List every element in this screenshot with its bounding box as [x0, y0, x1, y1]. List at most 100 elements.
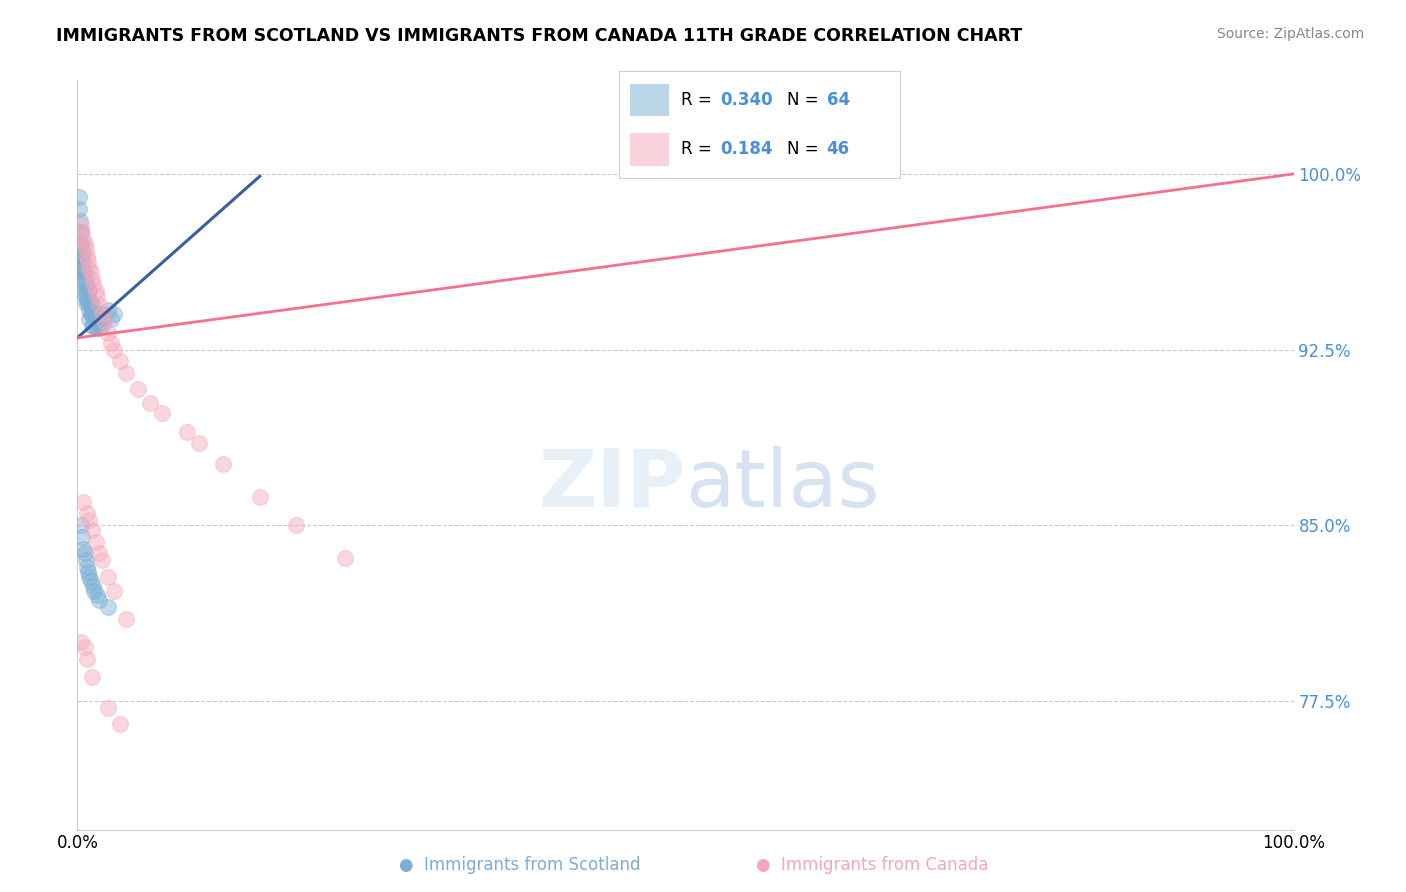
Point [79, 284, 101, 298]
Point [83, 312, 105, 326]
Point [73, 546, 96, 560]
Point [84, 307, 107, 322]
Point [97, 569, 120, 583]
Point [100, 312, 122, 326]
Point [80, 307, 103, 322]
Point [108, 354, 131, 368]
Point [79, 302, 101, 317]
Point [73, 289, 96, 303]
Point [80, 272, 103, 286]
Point [97, 302, 120, 317]
Point [79, 569, 101, 583]
Point [70, 219, 93, 233]
Point [249, 490, 271, 504]
Point [108, 717, 131, 731]
Point [80, 574, 103, 589]
Point [76, 293, 98, 308]
Text: N =: N = [787, 141, 824, 159]
Point [97, 326, 120, 340]
Text: atlas: atlas [686, 446, 880, 524]
Point [77, 284, 100, 298]
Point [89, 321, 111, 335]
Point [115, 366, 138, 380]
Point [89, 593, 111, 607]
Point [90, 553, 112, 567]
Bar [630, 134, 669, 166]
Point [76, 560, 98, 574]
Text: 0.184: 0.184 [720, 141, 772, 159]
Point [84, 319, 107, 334]
Point [333, 550, 356, 566]
Point [72, 541, 94, 556]
Point [72, 260, 94, 275]
Point [70, 635, 93, 649]
Text: ●  Immigrants from Canada: ● Immigrants from Canada [755, 855, 988, 873]
Text: IMMIGRANTS FROM SCOTLAND VS IMMIGRANTS FROM CANADA 11TH GRADE CORRELATION CHART: IMMIGRANTS FROM SCOTLAND VS IMMIGRANTS F… [56, 27, 1022, 45]
Point [176, 425, 198, 439]
Text: 64: 64 [827, 91, 849, 109]
Point [70, 260, 93, 275]
Point [188, 436, 211, 450]
Point [115, 612, 138, 626]
Point [80, 670, 103, 684]
Point [73, 265, 96, 279]
Point [93, 314, 115, 328]
Point [84, 284, 107, 298]
Text: N =: N = [787, 91, 824, 109]
Point [70, 237, 93, 252]
Point [70, 226, 93, 240]
Point [73, 237, 96, 252]
Point [80, 265, 103, 279]
Point [82, 579, 104, 593]
Point [79, 513, 101, 527]
Text: 46: 46 [827, 141, 849, 159]
Point [70, 253, 93, 268]
Point [79, 312, 101, 326]
Point [69, 213, 91, 227]
Point [103, 583, 125, 598]
Point [86, 588, 108, 602]
Point [103, 343, 125, 357]
Point [97, 700, 120, 714]
Point [69, 249, 91, 263]
Point [75, 242, 97, 256]
Point [72, 494, 94, 508]
Point [70, 518, 93, 533]
Point [70, 249, 93, 263]
Point [72, 232, 94, 246]
Point [70, 530, 93, 544]
Point [75, 272, 97, 286]
Point [89, 546, 111, 560]
Point [100, 335, 122, 350]
Text: ZIP: ZIP [538, 446, 686, 524]
Point [67, 226, 90, 240]
Point [79, 260, 101, 275]
Point [87, 317, 110, 331]
Point [84, 534, 107, 549]
Point [80, 523, 103, 537]
Point [152, 406, 174, 420]
Point [76, 249, 98, 263]
Point [80, 295, 103, 310]
Point [82, 307, 104, 322]
Point [76, 651, 98, 665]
Point [70, 226, 93, 240]
Point [80, 298, 103, 312]
Point [76, 279, 98, 293]
Point [127, 382, 149, 396]
Point [139, 396, 162, 410]
Text: Source: ZipAtlas.com: Source: ZipAtlas.com [1216, 27, 1364, 41]
Point [70, 265, 93, 279]
Point [79, 293, 101, 308]
Point [86, 312, 108, 326]
Text: R =: R = [681, 91, 717, 109]
Point [80, 319, 103, 334]
Point [212, 457, 235, 471]
Point [80, 307, 103, 322]
Point [73, 640, 96, 654]
Text: 0.340: 0.340 [720, 91, 772, 109]
Point [72, 249, 94, 263]
Point [77, 295, 100, 310]
Point [73, 277, 96, 291]
Point [77, 253, 100, 268]
